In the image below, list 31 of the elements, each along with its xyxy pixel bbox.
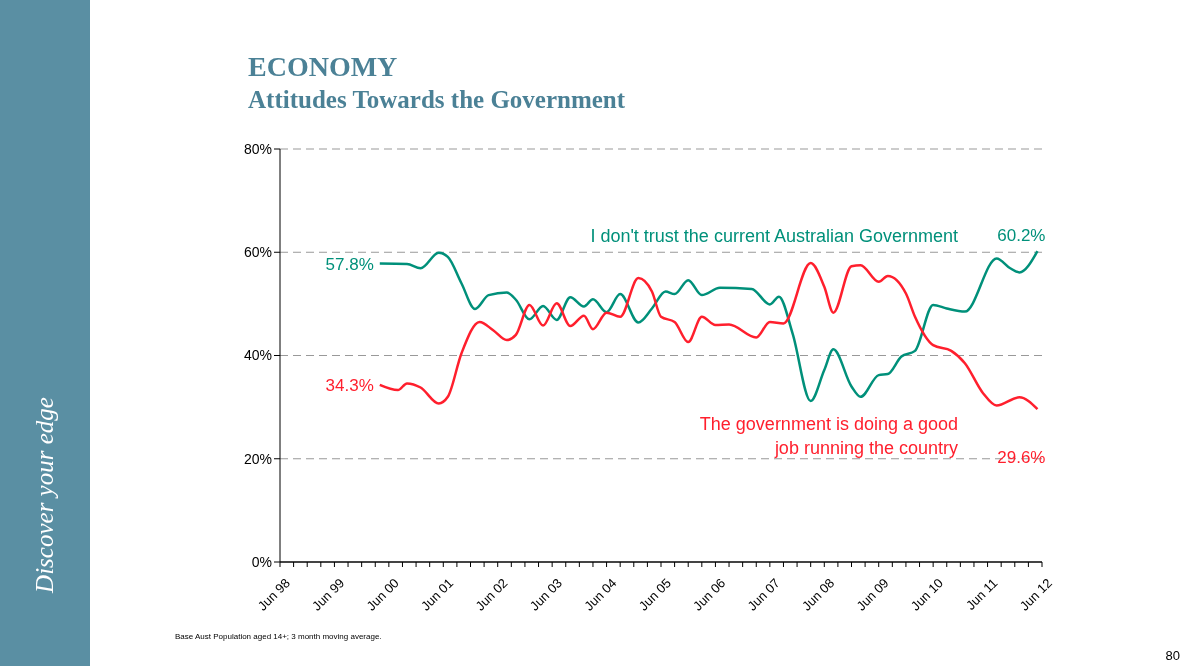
x-tick-label: Jun 07 <box>744 575 783 614</box>
x-tick-label: Jun 11 <box>962 575 1001 613</box>
x-tick-label: Jun 98 <box>254 575 293 614</box>
x-tick-label: Jun 12 <box>1016 575 1055 614</box>
text: I don't trust the current Australian Government <box>589 225 958 248</box>
x-tick-label: Jun 09 <box>853 575 892 614</box>
x-tick-label: Jun 10 <box>907 575 947 614</box>
y-tick-label: 0% <box>251 553 272 570</box>
y-tick-label: 80% <box>243 140 272 157</box>
data-label: 34.3% <box>325 375 374 395</box>
x-tick-label: Jun 00 <box>363 575 402 614</box>
x-tick-label: Jun 05 <box>635 575 674 614</box>
data-label: 57.8% <box>325 254 374 274</box>
x-tick-label: Jun 08 <box>798 575 838 614</box>
text: 80 <box>1165 648 1180 663</box>
series-label: The government is doing a good job running the country <box>698 413 958 460</box>
x-tick-label: Jun 02 <box>472 575 511 614</box>
chart-subtitle: Attitudes Towards the Government <box>248 85 626 115</box>
x-tick-label: Jun 99 <box>309 575 348 614</box>
y-tick-label: 40% <box>243 347 272 364</box>
x-tick-label: Jun 06 <box>690 575 729 614</box>
data-label: 60.2% <box>997 226 1046 246</box>
y-tick-label: 20% <box>243 450 272 467</box>
y-tick-label: 60% <box>243 244 272 261</box>
text: Base Aust Population aged 14+; 3 month moving average. <box>175 632 382 641</box>
chart-title: ECONOMY <box>248 50 399 84</box>
data-label: 29.6% <box>997 448 1046 468</box>
x-tick-label: Jun 04 <box>581 575 620 614</box>
x-tick-label: Jun 03 <box>526 575 566 614</box>
x-tick-label: Jun 01 <box>417 575 457 614</box>
text: Discover your edge <box>31 397 59 593</box>
